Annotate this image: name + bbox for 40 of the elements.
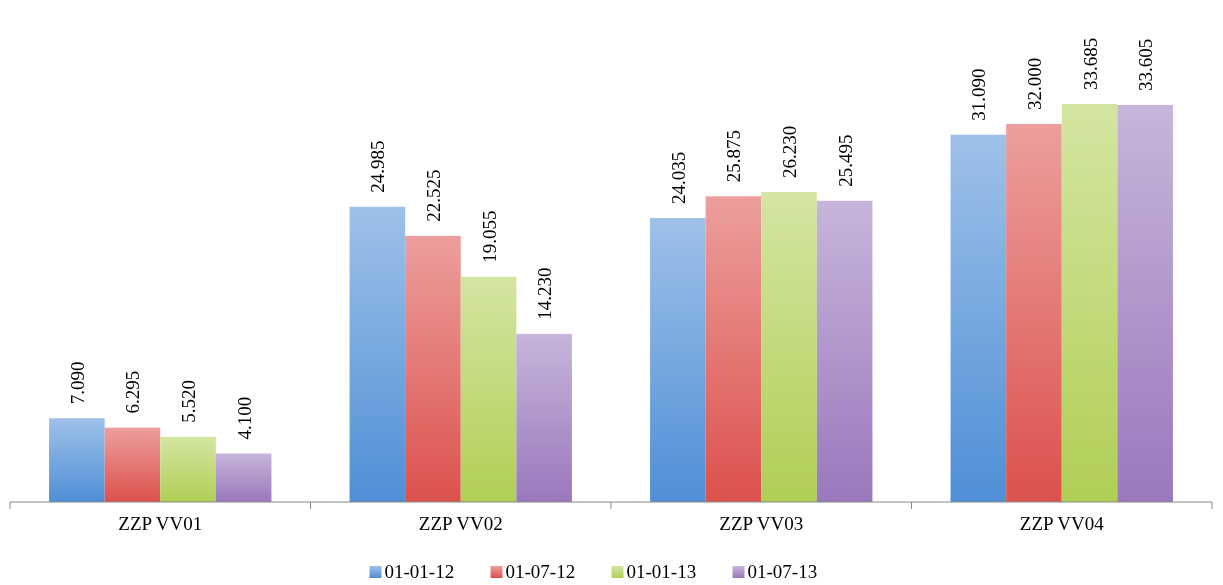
bar <box>215 453 272 502</box>
x-tick-label: ZZP VV04 <box>1019 513 1105 534</box>
data-label: 24.985 <box>367 140 389 193</box>
data-label: 19.055 <box>478 210 500 263</box>
bar <box>761 192 817 502</box>
data-label: 7.090 <box>66 361 88 405</box>
data-label: 25.495 <box>834 134 856 187</box>
bar <box>49 418 105 502</box>
bar <box>104 427 161 502</box>
bar <box>950 134 1007 502</box>
data-label: 31.090 <box>968 68 990 121</box>
data-label: 6.295 <box>122 370 144 414</box>
bar <box>816 200 873 502</box>
bar <box>1061 104 1118 502</box>
data-label: 24.035 <box>667 151 689 205</box>
data-label: 33.605 <box>1135 38 1157 91</box>
bar <box>516 333 572 502</box>
bar <box>650 218 706 502</box>
data-label: 25.875 <box>723 130 745 183</box>
data-label: 14.230 <box>534 267 556 320</box>
data-label: 4.100 <box>233 396 255 440</box>
legend-label: 01-07-13 <box>747 561 818 582</box>
x-tick-label: ZZP VV01 <box>118 513 203 534</box>
bar <box>1117 104 1173 502</box>
data-label: 26.230 <box>779 125 801 179</box>
data-label: 5.520 <box>178 380 200 423</box>
bar <box>349 206 406 502</box>
legend-label: 01-01-13 <box>626 561 697 582</box>
x-tick-label: ZZP VV02 <box>418 513 503 534</box>
x-tick-label: ZZP VV03 <box>719 513 804 534</box>
bar <box>405 235 461 502</box>
data-label: 22.525 <box>422 169 444 222</box>
bar <box>460 276 517 502</box>
bar <box>705 196 762 502</box>
data-label: 33.685 <box>1079 37 1101 90</box>
bar <box>160 436 216 502</box>
data-label: 32.000 <box>1023 57 1045 110</box>
legend-label: 01-07-12 <box>505 561 576 582</box>
bar <box>1006 123 1062 502</box>
legend-label: 01-01-12 <box>384 561 455 582</box>
